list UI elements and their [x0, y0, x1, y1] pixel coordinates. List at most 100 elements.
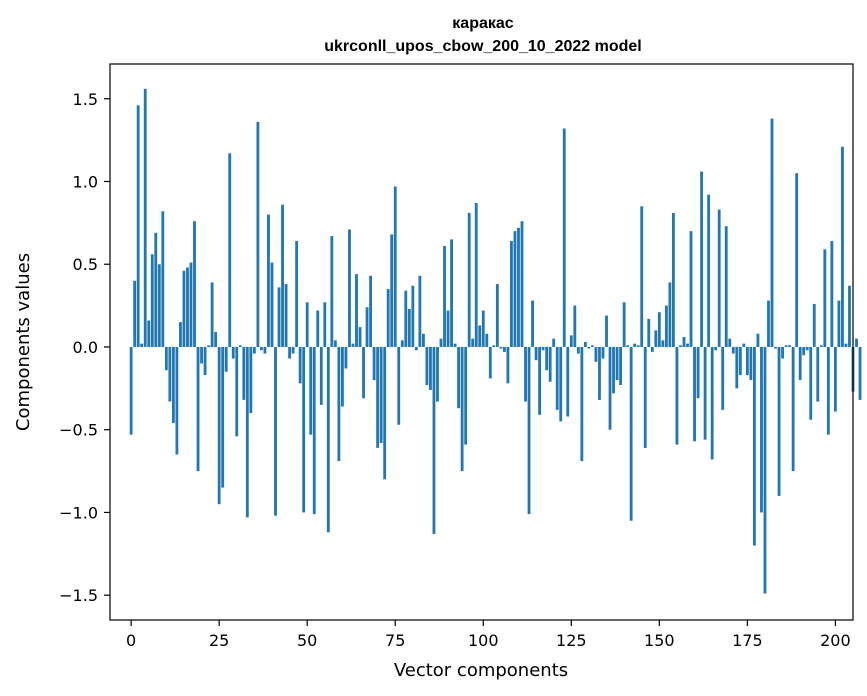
bar-86	[432, 346, 436, 534]
bar-7	[154, 232, 158, 347]
bar-37	[260, 346, 263, 351]
bar-29	[231, 346, 235, 359]
bar-116	[538, 346, 542, 415]
x-tick-label: 25	[209, 631, 229, 650]
bar-148	[650, 346, 654, 352]
bar-192	[805, 346, 809, 351]
bar-102	[488, 346, 492, 379]
bar-3	[140, 343, 144, 347]
bar-177	[752, 346, 756, 546]
bar-139	[619, 346, 622, 386]
bar-108	[510, 241, 513, 347]
bar-190	[798, 346, 802, 381]
chart-subtitle: ukrconll_upos_cbow_200_10_2022 model	[324, 38, 641, 55]
bar-33	[245, 346, 249, 518]
bar-23	[210, 282, 214, 347]
bar-47	[295, 241, 299, 347]
bar-28	[228, 153, 232, 347]
bar-124	[566, 346, 570, 417]
bar-163	[703, 346, 707, 440]
bar-171	[731, 346, 735, 354]
bar-132	[594, 346, 598, 362]
bar-41	[274, 346, 277, 516]
bar-43	[281, 204, 284, 347]
bar-161	[696, 346, 700, 399]
bar-24	[214, 332, 218, 347]
bar-172	[735, 346, 739, 389]
x-tick-label: 50	[297, 631, 317, 650]
bar-31	[238, 345, 242, 347]
x-tick-label: 200	[820, 631, 851, 650]
bar-170	[728, 338, 732, 347]
bar-64	[355, 274, 358, 347]
bar-88	[439, 338, 443, 347]
chart-title: каракас	[452, 15, 513, 32]
bar-12	[171, 346, 175, 424]
y-axis-ticks: −1.5 −1.0 −0.5 0.0 0.5 1.0 1.5	[59, 90, 110, 605]
bar-120	[552, 338, 556, 347]
bar-92	[453, 343, 457, 347]
bar-75	[393, 186, 397, 347]
bar-200	[833, 346, 837, 412]
bar-203	[844, 343, 848, 347]
bar-20	[200, 346, 203, 364]
x-axis-label: Vector components	[394, 660, 568, 681]
bar-133	[598, 346, 601, 400]
bar-56	[326, 346, 330, 533]
bar-53	[316, 310, 320, 347]
bar-159	[689, 231, 693, 347]
bar-87	[436, 346, 439, 402]
bar-206	[855, 338, 858, 347]
bar-183	[774, 346, 777, 349]
bar-152	[664, 305, 668, 347]
bar-5	[147, 320, 151, 347]
bar-59	[337, 346, 341, 462]
bar-35	[252, 346, 256, 354]
bar-194	[812, 303, 816, 347]
bar-141	[626, 345, 630, 347]
bar-196	[819, 345, 823, 347]
bar-22	[207, 345, 211, 347]
bar-136	[608, 346, 612, 430]
bar-100	[481, 310, 485, 347]
bar-202	[841, 146, 844, 347]
bar-179	[760, 346, 763, 513]
bar-19	[196, 346, 200, 472]
bar-109	[513, 231, 517, 347]
bar-85	[429, 346, 432, 390]
bar-52	[312, 346, 316, 515]
bar-164	[707, 194, 711, 347]
bar-17	[189, 262, 193, 347]
bar-176	[749, 346, 753, 381]
bar-50	[305, 302, 309, 347]
bar-143	[633, 343, 637, 347]
bar-82	[418, 275, 422, 347]
bar-117	[541, 346, 545, 351]
bar-42	[277, 287, 281, 347]
bar-68	[369, 275, 372, 347]
x-axis-ticks: 0 25 50 75 100 125 150 175 200	[126, 620, 851, 650]
bar-55	[323, 302, 327, 347]
bar-168	[721, 346, 725, 410]
bar-38	[263, 346, 267, 354]
y-axis-label: Components values	[13, 253, 34, 431]
bar-11	[168, 346, 172, 402]
bar-18	[193, 221, 196, 347]
bar-26	[221, 346, 225, 488]
bar-91	[450, 239, 453, 347]
bar-155	[675, 346, 679, 445]
bar-162	[700, 171, 703, 347]
bar-186	[784, 345, 788, 347]
y-tick-label: −0.5	[59, 421, 98, 440]
bar-84	[425, 346, 429, 386]
bar-119	[548, 346, 552, 382]
bar-79	[407, 308, 411, 347]
bar-156	[679, 345, 682, 347]
bar-65	[358, 327, 362, 347]
bar-111	[520, 221, 524, 347]
bar-49	[302, 346, 306, 513]
bar-147	[647, 318, 651, 347]
bar-128	[580, 346, 584, 462]
bar-107	[506, 346, 510, 384]
bar-149	[654, 330, 658, 347]
